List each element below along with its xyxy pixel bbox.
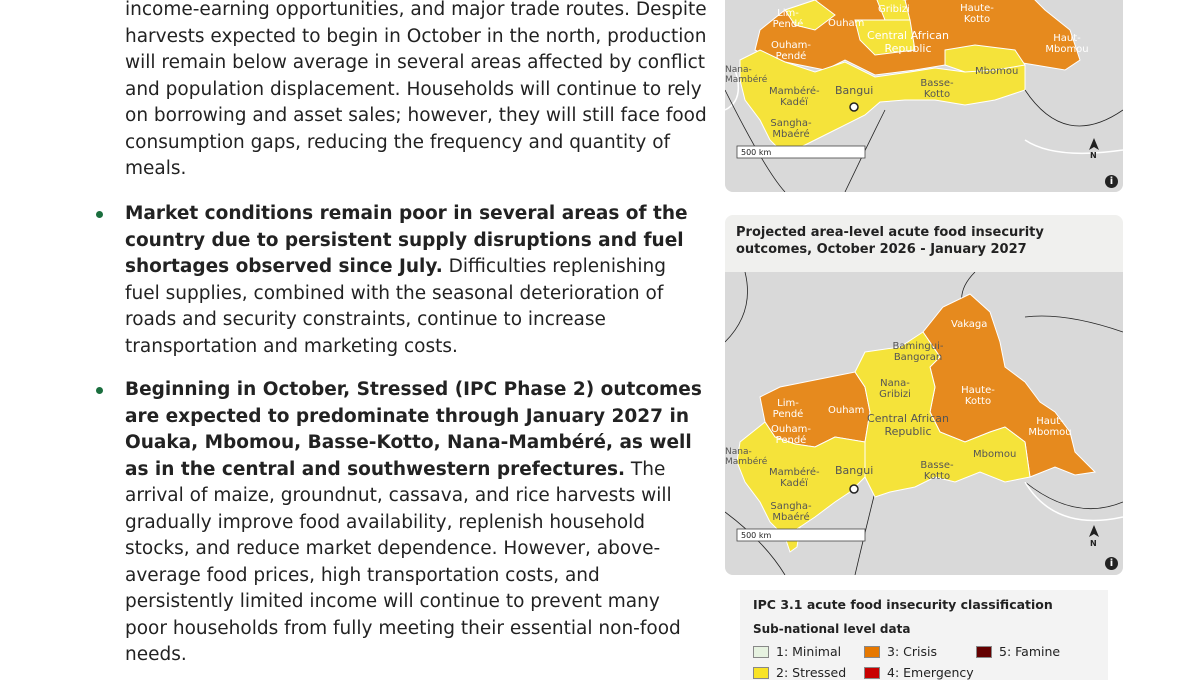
map1-label-haute-kotto: Haute-Kotto (960, 3, 994, 25)
legend-title: IPC 3.1 acute food insecurity classifica… (753, 597, 1053, 612)
key-message-list: Market conditions remain poor in several… (96, 201, 706, 360)
intro-paragraph: income-earning opportunities, and major … (125, 0, 715, 183)
legend-swatch (753, 667, 769, 679)
legend-swatch (976, 646, 992, 658)
intro-line: on borrowing and asset sales; however, t… (125, 105, 707, 126)
map1-label-basse-kotto: Basse-Kotto (920, 78, 954, 100)
info-icon[interactable]: i (1105, 175, 1118, 188)
legend-label: 5: Famine (999, 644, 1061, 659)
legend-label: 4: Emergency (887, 665, 974, 680)
map1-north-label: N (1090, 151, 1097, 160)
map1-label-nana-mambere: Nana-Mambéré (725, 65, 768, 85)
bullet-dot (96, 387, 103, 394)
legend-item-crisis: 3: Crisis (864, 644, 937, 659)
map2-label-car: Central African Republic (867, 412, 949, 438)
ipc-legend: IPC 3.1 acute food insecurity classifica… (740, 590, 1108, 680)
intro-line: will remain below average in several are… (125, 52, 706, 73)
map1-label-sangha-mbaere: Sangha-Mbaéré (770, 118, 812, 140)
intro-line: consumption gaps, reducing the frequency… (125, 131, 671, 153)
map1-label-mambere-kadei: Mambéré-Kadéï (769, 86, 820, 108)
map1-svg (725, 0, 1123, 192)
map2-title: Projected area-level acute food insecuri… (736, 225, 1044, 257)
legend-item-emergency: 4: Emergency (864, 665, 974, 680)
map2-label-mbomou: Mbomou (973, 449, 1017, 460)
map1-scale-label: 500 km (741, 148, 772, 157)
legend-swatch (864, 646, 880, 658)
map2-label-haute-kotto: Haute-Kotto (961, 385, 995, 407)
map2-label-ouham-pende: Ouham-Pendé (770, 424, 812, 446)
legend-label: 2: Stressed (776, 665, 847, 680)
intro-line: income-earning opportunities, and major … (125, 0, 707, 20)
map1-label-ouham-pende: Ouham-Pendé (770, 40, 812, 62)
bangui-city-icon (849, 102, 859, 112)
key-message-list-2: Beginning in October, Stressed (IPC Phas… (96, 377, 706, 669)
legend-label: 3: Crisis (887, 644, 937, 659)
map2-stressed-southwest (736, 421, 866, 538)
intro-line: meals. (125, 158, 187, 179)
map1-label-lim-pende: Lim-Pendé (772, 8, 804, 30)
map2-label-bangui: Bangui (835, 464, 874, 477)
map2-label-haut-mbomou: Haut-Mbomou (1028, 416, 1072, 438)
map1-label-car: Central African Republic (867, 29, 949, 55)
map2-label-lim-pende: Lim-Pendé (772, 398, 804, 420)
map2-label-mambere-kadei: Mambéré-Kadéï (769, 467, 820, 489)
legend-swatch (864, 667, 880, 679)
key-message-market: Market conditions remain poor in several… (96, 201, 705, 360)
map2-label-nana-gribizi: Nana-Gribizi (879, 378, 911, 400)
map2-label-basse-kotto: Basse-Kotto (920, 460, 954, 482)
map2-north-label: N (1090, 539, 1097, 548)
key-message-bold: Beginning in October, Stressed (IPC Phas… (125, 379, 702, 480)
intro-line: harvests expected to begin in October in… (125, 25, 707, 47)
key-message-bold: Market conditions remain poor in several… (125, 203, 688, 277)
map1-label-haut-mbomou: Haut-Mbomou (1045, 33, 1089, 55)
map2-label-vakaga: Vakaga (951, 319, 988, 330)
map1-label-gribizi: Gribizi (878, 4, 910, 15)
legend-swatch (753, 646, 769, 658)
projected-outcomes-map: Projected area-level acute food insecuri… (725, 215, 1123, 575)
map2-svg (725, 272, 1123, 575)
key-message-outcomes: Beginning in October, Stressed (IPC Phas… (96, 377, 703, 669)
map2-scale-label: 500 km (741, 531, 772, 540)
legend-subtitle: Sub-national level data (753, 622, 911, 636)
key-message-text: Difficulties replenishing fuel supplies,… (125, 256, 666, 357)
legend-item-famine: 5: Famine (976, 644, 1060, 659)
map2-label-nana-mambere: Nana-Mambéré (725, 447, 768, 467)
bangui-city-icon (849, 484, 859, 494)
legend-label: 1: Minimal (776, 644, 842, 659)
north-arrow-icon (1089, 525, 1099, 537)
map1-stressed-region (739, 49, 1026, 156)
bullet-dot (96, 211, 103, 218)
map1-label-bangui: Bangui (835, 84, 874, 97)
map2-label-bamingui-bangoran: Bamingui-Bangoran (892, 341, 944, 363)
map2-label-ouham: Ouham (828, 405, 865, 416)
intro-line: and population displacement. Households … (125, 78, 702, 100)
legend-item-stressed: 2: Stressed (753, 665, 846, 680)
current-outcomes-map: Lim-Pendé Ouham Ouham-Pendé Gribizi Haut… (725, 0, 1123, 192)
legend-item-minimal: 1: Minimal (753, 644, 841, 659)
north-arrow-icon (1089, 138, 1099, 150)
map1-label-mbomou: Mbomou (975, 66, 1019, 77)
key-message-text: The arrival of maize, groundnut, cassava… (125, 458, 681, 666)
info-icon[interactable]: i (1105, 557, 1118, 570)
map2-label-sangha-mbaere: Sangha-Mbaéré (770, 501, 812, 523)
map1-label-ouham: Ouham (828, 18, 865, 29)
